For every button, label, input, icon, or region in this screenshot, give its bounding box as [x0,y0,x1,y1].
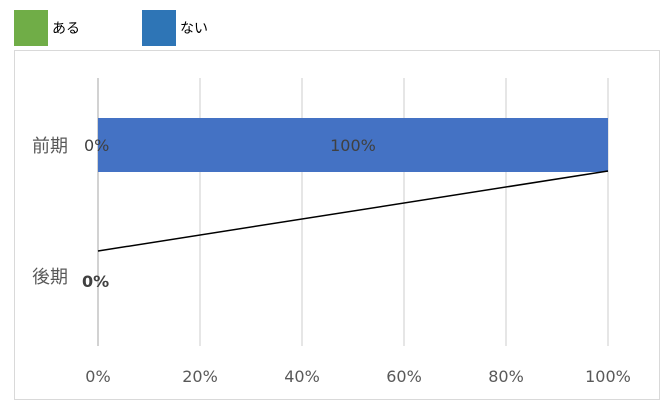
plot-area-frame [14,50,660,400]
legend-label-nai: ない [180,21,208,37]
legend-swatch-aru [14,10,48,46]
x-tick-label-3: 60% [386,367,422,386]
legend-item-aru: ある [14,10,142,46]
data-label-aru-kouki: 0% [82,272,109,291]
legend-item-nai: ない [142,10,208,46]
data-label-nai-zenki: 100% [330,136,376,155]
legend: ある ない [14,10,208,46]
x-tick-label-4: 80% [488,367,524,386]
series-line [97,170,609,252]
category-label-0: 前期 [32,136,68,157]
x-tick-label-1: 20% [182,367,218,386]
x-tick-label-0: 0% [85,367,110,386]
data-label-aru-zenki: 0% [84,136,109,155]
x-tick-label-5: 100% [585,367,631,386]
legend-swatch-nai [142,10,176,46]
x-tick-label-2: 40% [284,367,320,386]
legend-label-aru: ある [52,21,80,37]
category-label-1: 後期 [32,267,68,288]
bar-1-0 [98,118,608,172]
